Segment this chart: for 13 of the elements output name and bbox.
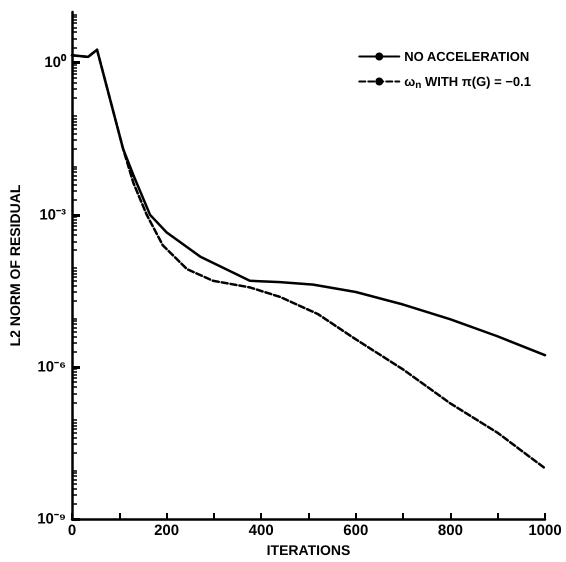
x-tick-label: 1000 (528, 522, 562, 539)
y-tick-label: 10⁰ (44, 53, 67, 72)
x-tick-label: 0 (68, 522, 76, 539)
y-axis-title: L2 NORM OF RESIDUAL (7, 184, 23, 346)
y-tick-label: 10⁻³ (39, 206, 66, 224)
x-axis-title: ITERATIONS (266, 542, 350, 558)
legend-label: NO ACCELERATION (404, 49, 530, 64)
x-tick-label: 200 (154, 522, 180, 539)
x-tick-label: 800 (438, 522, 463, 539)
x-tick-label: 600 (343, 522, 368, 539)
y-tick-label: 10⁻⁹ (37, 510, 66, 528)
x-tick-label: 400 (248, 522, 274, 539)
y-tick-label: 10⁻⁶ (37, 358, 66, 376)
